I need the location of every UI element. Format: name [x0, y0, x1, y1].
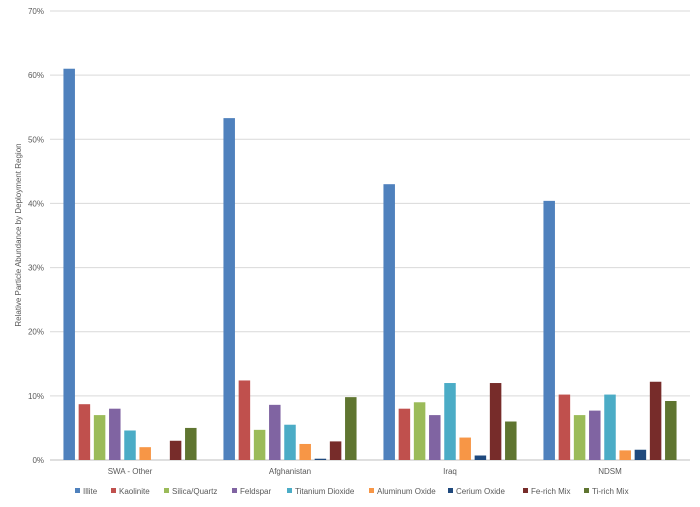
bar	[649, 381, 662, 460]
legend-swatch	[287, 488, 292, 493]
bar	[573, 415, 586, 460]
y-tick-label: 10%	[28, 392, 44, 401]
bar	[314, 458, 327, 460]
y-tick-label: 70%	[28, 7, 44, 16]
bar	[619, 450, 631, 460]
gridlines	[50, 10, 690, 461]
bar	[223, 118, 235, 461]
legend-label: Feldspar	[240, 487, 271, 496]
bar	[139, 447, 151, 460]
bar	[284, 424, 296, 460]
bar	[383, 184, 395, 460]
bar	[505, 421, 517, 460]
legend-swatch	[584, 488, 589, 493]
legend-label: Silica/Quartz	[172, 487, 217, 496]
legend-label: Kaolinite	[119, 487, 150, 496]
bar	[269, 404, 281, 460]
x-tick-label: Afghanistan	[269, 467, 311, 476]
legend-swatch	[75, 488, 80, 493]
y-tick-label: 50%	[28, 135, 44, 144]
x-tick-label: Iraq	[443, 467, 457, 476]
x-axis-ticks: SWA - Other Afghanistan Iraq NDSM	[108, 467, 622, 476]
legend: Illite Kaolinite Silica/Quartz Feldspar Tita…	[75, 487, 629, 496]
legend-label: Titanium Dioxide	[295, 487, 355, 496]
x-tick-label: SWA - Other	[108, 467, 153, 476]
bar	[604, 394, 616, 460]
bar	[185, 427, 197, 460]
y-tick-label: 60%	[28, 71, 44, 80]
legend-swatch	[369, 488, 374, 493]
bar	[489, 383, 502, 460]
legend-swatch	[111, 488, 116, 493]
bar	[459, 437, 471, 460]
legend-swatch	[232, 488, 237, 493]
y-tick-label: 30%	[28, 264, 44, 273]
bar	[413, 402, 426, 460]
y-axis-ticks: 0% 10% 20% 30% 40% 50% 60% 70%	[28, 7, 44, 465]
y-axis-label: Relative Particle Abundance by Deploymen…	[14, 143, 23, 326]
bar	[109, 408, 121, 460]
legend-swatch	[448, 488, 453, 493]
bar	[63, 68, 75, 460]
bar	[124, 430, 136, 460]
bar	[558, 394, 571, 460]
bar	[253, 429, 266, 460]
legend-label: Cerium Oxide	[456, 487, 505, 496]
x-tick-label: NDSM	[598, 467, 622, 476]
bar	[169, 440, 182, 460]
y-tick-label: 20%	[28, 328, 44, 337]
legend-label: Ti-rich Mix	[592, 487, 629, 496]
bar	[78, 404, 91, 460]
legend-swatch	[164, 488, 169, 493]
bar	[634, 449, 647, 460]
bar	[589, 410, 601, 460]
y-tick-label: 40%	[28, 199, 44, 208]
bar	[93, 415, 106, 460]
legend-label: Aluminum Oxide	[377, 487, 436, 496]
bar	[429, 415, 441, 460]
legend-label: Illite	[83, 487, 98, 496]
bar	[444, 383, 456, 460]
bar	[474, 455, 487, 460]
bar	[665, 400, 677, 460]
bars	[63, 68, 677, 461]
bar	[398, 408, 411, 460]
legend-label: Fe-rich Mix	[531, 487, 571, 496]
bar	[299, 443, 311, 460]
y-tick-label: 0%	[32, 456, 44, 465]
bar	[345, 397, 357, 460]
bar	[329, 441, 342, 460]
bar	[543, 200, 555, 461]
legend-swatch	[523, 488, 528, 493]
bar	[238, 380, 251, 460]
